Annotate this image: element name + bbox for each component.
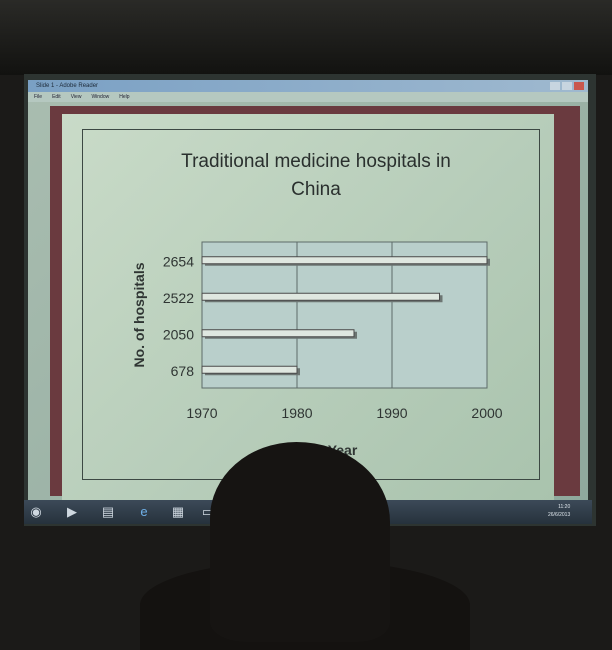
room-ceiling — [0, 0, 612, 75]
y-tick-label: 2050 — [163, 326, 194, 342]
y-axis-label: No. of hospitals — [131, 262, 147, 367]
clock-time: 11:20 — [558, 504, 571, 510]
bar — [201, 292, 440, 301]
bar — [201, 365, 298, 374]
y-tick-label: 2522 — [163, 290, 194, 306]
taskbar-clock: 11:20 26/6/2013 — [548, 503, 570, 519]
window-titlebar: Slide 1 - Adobe Reader — [28, 80, 588, 92]
menu-file[interactable]: File — [34, 94, 43, 100]
x-tick-label: 2000 — [471, 405, 502, 421]
x-tick-label: 1990 — [376, 405, 407, 421]
window-title: Slide 1 - Adobe Reader — [36, 83, 99, 89]
audience-head — [210, 442, 390, 642]
chart-title-line1: Traditional medicine hospitals in — [181, 151, 451, 172]
close-button[interactable] — [574, 82, 584, 90]
clock-date: 26/6/2013 — [548, 512, 571, 518]
menu-view[interactable]: View — [70, 94, 82, 100]
chart-title-line2: China — [291, 179, 341, 200]
bar — [201, 329, 355, 338]
menu-bar: File Edit View Window Help — [28, 92, 588, 102]
paint-icon[interactable]: ▦ — [171, 504, 185, 519]
media-player-icon[interactable]: ▶ — [67, 504, 77, 519]
bar — [201, 256, 488, 265]
chart-title: Traditional medicine hospitals in China — [120, 148, 512, 204]
plot-area — [201, 241, 488, 389]
internet-explorer-icon[interactable]: e — [140, 504, 148, 519]
start-orb-icon[interactable]: ◉ — [30, 504, 42, 519]
menu-edit[interactable]: Edit — [52, 94, 61, 100]
x-tick-label: 1980 — [281, 405, 312, 421]
y-tick-label: 2654 — [163, 253, 194, 269]
x-tick-label: 1970 — [186, 405, 217, 421]
y-tick-label: 678 — [171, 363, 195, 379]
minimize-button[interactable] — [550, 82, 560, 90]
folder-icon[interactable]: ▤ — [101, 504, 115, 519]
menu-window[interactable]: Window — [91, 94, 110, 100]
menu-help[interactable]: Help — [119, 94, 130, 100]
maximize-button[interactable] — [562, 82, 572, 90]
